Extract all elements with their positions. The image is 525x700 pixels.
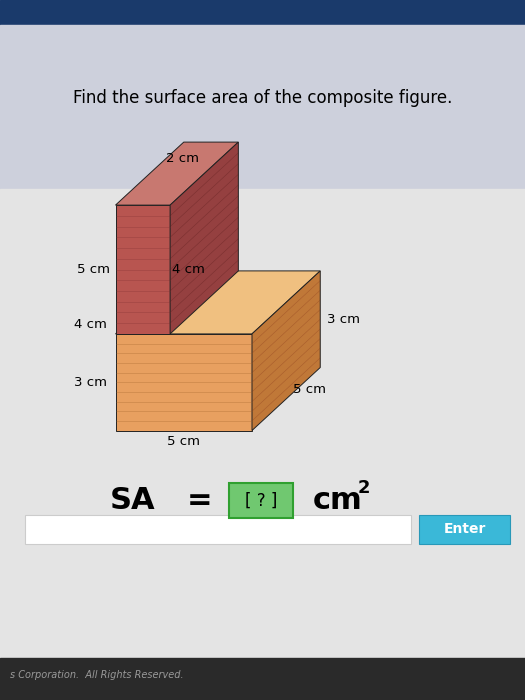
Text: =: = <box>187 486 212 515</box>
Text: cm: cm <box>312 486 362 515</box>
FancyBboxPatch shape <box>25 514 411 544</box>
Text: Enter: Enter <box>444 522 486 536</box>
Text: Find the surface area of the composite figure.: Find the surface area of the composite f… <box>73 89 452 107</box>
Text: 4 cm: 4 cm <box>172 263 205 276</box>
Bar <box>0 0 525 25</box>
Polygon shape <box>252 271 320 430</box>
Polygon shape <box>116 334 252 430</box>
Text: 2 cm: 2 cm <box>166 152 198 165</box>
Bar <box>0 658 525 700</box>
Text: 3 cm: 3 cm <box>74 376 107 389</box>
Text: SA: SA <box>110 486 156 515</box>
Polygon shape <box>116 271 320 334</box>
Text: 5 cm: 5 cm <box>77 263 110 276</box>
Text: 4 cm: 4 cm <box>74 318 107 330</box>
Bar <box>0 25 525 189</box>
Polygon shape <box>116 205 170 334</box>
Text: s Corporation.  All Rights Reserved.: s Corporation. All Rights Reserved. <box>10 671 184 680</box>
Text: 5 cm: 5 cm <box>167 435 200 448</box>
Text: 3 cm: 3 cm <box>328 313 361 326</box>
Text: [ ? ]: [ ? ] <box>245 491 277 510</box>
Bar <box>0 189 525 658</box>
Polygon shape <box>116 142 238 205</box>
FancyBboxPatch shape <box>419 514 510 544</box>
Text: 2: 2 <box>358 479 371 497</box>
FancyBboxPatch shape <box>229 483 293 518</box>
Polygon shape <box>170 142 238 334</box>
Text: 5 cm: 5 cm <box>293 383 327 395</box>
